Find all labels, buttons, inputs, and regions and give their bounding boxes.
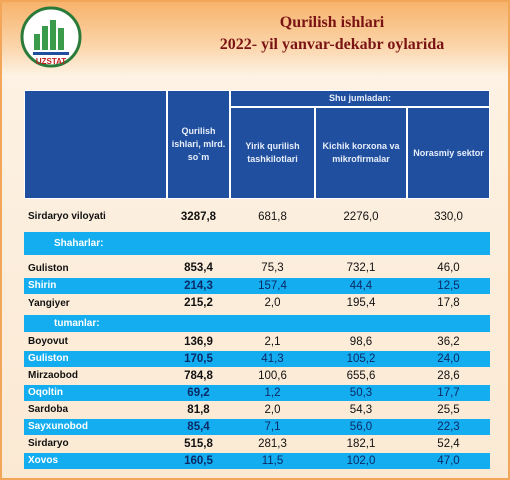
row-label: Boyovut xyxy=(28,336,68,347)
cell-value: 105,2 xyxy=(346,353,376,365)
cell-value: 2,0 xyxy=(264,297,281,309)
cell-value: 36,2 xyxy=(437,336,460,348)
table-row: Guliston 853,4 75,3 732,1 46,0 xyxy=(24,260,490,277)
cell-value: 41,3 xyxy=(261,353,284,365)
cell-value: 28,6 xyxy=(437,370,460,382)
cell-value: 50,3 xyxy=(349,387,373,399)
cell-value: 7,1 xyxy=(264,421,281,433)
row-label: tumanlar: xyxy=(54,318,100,329)
cell-value: 681,8 xyxy=(258,211,287,223)
cell-value: 330,0 xyxy=(434,211,463,223)
cell-value: 56,0 xyxy=(349,421,373,433)
row-label: Shirin xyxy=(28,280,57,291)
cell-value: 136,9 xyxy=(184,336,213,348)
header-cell: Qurilish ishlari, mlrd. so`m xyxy=(167,90,230,199)
cell-value: 98,6 xyxy=(349,336,373,348)
logo-bar xyxy=(42,26,48,50)
logo-bar xyxy=(50,20,56,50)
row-label: Guliston xyxy=(28,353,69,364)
table-row: Sardoba 81,8 2,0 54,3 25,5 xyxy=(24,402,490,418)
table-row: Mirzaobod 784,8 100,6 655,6 28,6 xyxy=(24,368,490,384)
table-row: Sayxunobod 85,4 7,1 56,0 22,3 xyxy=(24,419,490,435)
cell-value: 12,5 xyxy=(437,280,460,292)
row-label: Shaharlar: xyxy=(54,238,104,249)
cell-value: 853,4 xyxy=(184,262,213,274)
cell-value: 784,8 xyxy=(184,370,213,382)
table-row: Yangiyer 215,2 2,0 195,4 17,8 xyxy=(24,295,490,312)
row-label: Mirzaobod xyxy=(28,370,78,381)
header-cell xyxy=(24,90,167,199)
cell-value: 11,5 xyxy=(261,455,284,467)
cell-value: 515,8 xyxy=(184,438,213,450)
section-row: Shaharlar: xyxy=(24,232,490,255)
header-cell: Yirik qurilish tashkilotlari xyxy=(230,107,315,199)
cell-value: 170,5 xyxy=(184,353,213,365)
header-cell: Norasmiy sektor xyxy=(407,107,490,199)
cell-value: 17,7 xyxy=(437,387,460,399)
cell-value: 281,3 xyxy=(258,438,287,450)
cell-value: 655,6 xyxy=(346,370,376,382)
cell-value: 2,1 xyxy=(264,336,281,348)
cell-value: 81,8 xyxy=(187,404,210,416)
logo-base xyxy=(33,52,69,55)
cell-value: 215,2 xyxy=(184,297,213,309)
table-row: Sirdaryo viloyati 3287,8 681,8 2276,0 330,0 xyxy=(24,207,490,227)
cell-value: 100,6 xyxy=(258,370,287,382)
cell-value: 160,5 xyxy=(184,455,213,467)
table-row: Oqoltin 69,2 1,2 50,3 17,7 xyxy=(24,385,490,401)
subtitle: 2022- yil yanvar-dekabr oylarida xyxy=(219,36,445,53)
cell-value: 17,8 xyxy=(437,297,460,309)
cell-value: 44,4 xyxy=(349,280,373,292)
cell-value: 52,4 xyxy=(437,438,460,450)
row-label: Oqoltin xyxy=(28,387,63,398)
logo-bar xyxy=(34,34,40,50)
row-label: Sirdaryo viloyati xyxy=(28,211,106,222)
row-label: Yangiyer xyxy=(28,298,70,309)
cell-value: 46,0 xyxy=(437,262,460,274)
header-cell: Kichik korxona va mikrofirmalar xyxy=(315,107,407,199)
cell-value: 25,5 xyxy=(437,404,460,416)
row-label: Xovos xyxy=(28,455,59,466)
table-row: Boyovut 136,9 2,1 98,6 36,2 xyxy=(24,334,490,350)
cell-value: 47,0 xyxy=(437,455,460,467)
header-cell: Shu jumladan: xyxy=(230,90,490,107)
row-label: Sardoba xyxy=(28,404,69,415)
cell-value: 1,2 xyxy=(264,387,281,399)
cell-value: 24,0 xyxy=(437,353,460,365)
cell-value: 22,3 xyxy=(437,421,460,433)
cell-value: 69,2 xyxy=(187,387,210,399)
header-band xyxy=(2,2,508,74)
cell-value: 157,4 xyxy=(258,280,287,292)
row-label: Sirdaryo xyxy=(28,438,69,449)
cell-value: 85,4 xyxy=(187,421,210,433)
section-row: tumanlar: xyxy=(24,315,490,332)
row-label: Sayxunobod xyxy=(28,421,89,432)
cell-value: 75,3 xyxy=(261,262,284,274)
cell-value: 182,1 xyxy=(346,438,376,450)
cell-value: 732,1 xyxy=(346,262,376,274)
logo-bar xyxy=(58,28,64,50)
table-row: Sirdaryo 515,8 281,3 182,1 52,4 xyxy=(24,436,490,452)
cell-value: 2276,0 xyxy=(343,211,379,223)
cell-value: 195,4 xyxy=(346,297,376,309)
table-row: Shirin 214,3 157,4 44,4 12,5 xyxy=(24,278,490,294)
title: Qurilish ishlari xyxy=(279,14,385,31)
cell-value: 54,3 xyxy=(349,404,373,416)
cell-value: 214,3 xyxy=(184,280,213,292)
cell-value: 2,0 xyxy=(264,404,281,416)
logo-text: UZSTAT xyxy=(36,57,66,66)
logo: UZSTAT xyxy=(20,6,82,68)
cell-value: 102,0 xyxy=(346,455,376,467)
row-label: Guliston xyxy=(28,263,69,274)
cell-value: 3287,8 xyxy=(180,211,217,223)
table-row: Xovos 160,5 11,5 102,0 47,0 xyxy=(24,453,490,469)
table-row: Guliston 170,5 41,3 105,2 24,0 xyxy=(24,351,490,367)
